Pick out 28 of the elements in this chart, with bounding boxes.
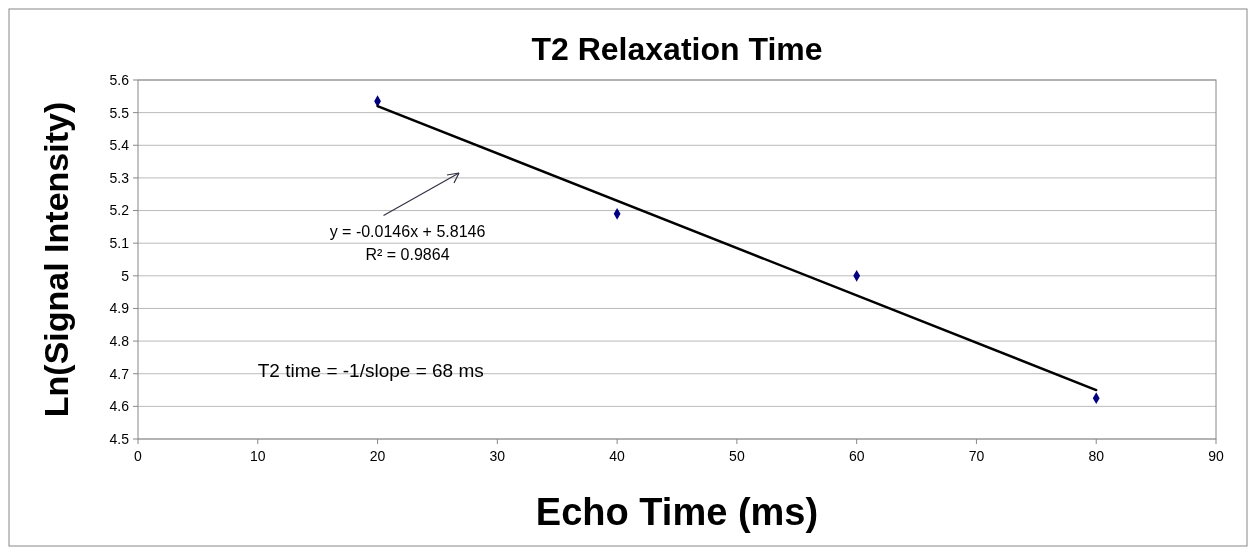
x-tick-label: 90 bbox=[1208, 448, 1224, 464]
y-tick-label: 5 bbox=[121, 267, 130, 284]
x-tick-label: 50 bbox=[729, 448, 745, 464]
y-axis-title: Ln(Signal Intensity) bbox=[37, 101, 75, 418]
y-tick-label: 5.1 bbox=[109, 235, 130, 252]
annotation: T2 time = -1/slope = 68 ms bbox=[257, 359, 484, 381]
x-tick-label: 0 bbox=[134, 448, 143, 464]
x-tick-label: 20 bbox=[369, 448, 386, 464]
y-tick-label: 5.2 bbox=[109, 202, 130, 219]
x-axis-title: Echo Time (ms) bbox=[535, 491, 819, 533]
x-tick-label: 10 bbox=[249, 448, 266, 464]
y-tick-label: 4.5 bbox=[109, 430, 130, 447]
y-tick-label: 5.5 bbox=[109, 104, 130, 121]
y-tick-label: 4.9 bbox=[109, 300, 130, 317]
chart-title: T2 Relaxation Time bbox=[531, 31, 823, 67]
x-tick-label: 30 bbox=[489, 448, 506, 464]
y-tick-label: 5.4 bbox=[109, 137, 130, 154]
annotation: R² = 0.9864 bbox=[365, 245, 450, 263]
annotation: y = -0.0146x + 5.8146 bbox=[329, 222, 486, 240]
y-tick-label: 4.7 bbox=[109, 365, 130, 382]
y-tick-label: 5.3 bbox=[109, 169, 130, 186]
y-tick-label: 4.6 bbox=[109, 398, 130, 415]
y-tick-label: 4.8 bbox=[109, 332, 130, 349]
x-tick-label: 70 bbox=[968, 448, 985, 464]
x-tick-label: 80 bbox=[1088, 448, 1105, 464]
x-tick-label: 40 bbox=[609, 448, 626, 464]
y-tick-label: 5.6 bbox=[109, 71, 130, 88]
x-tick-label: 60 bbox=[848, 448, 865, 464]
